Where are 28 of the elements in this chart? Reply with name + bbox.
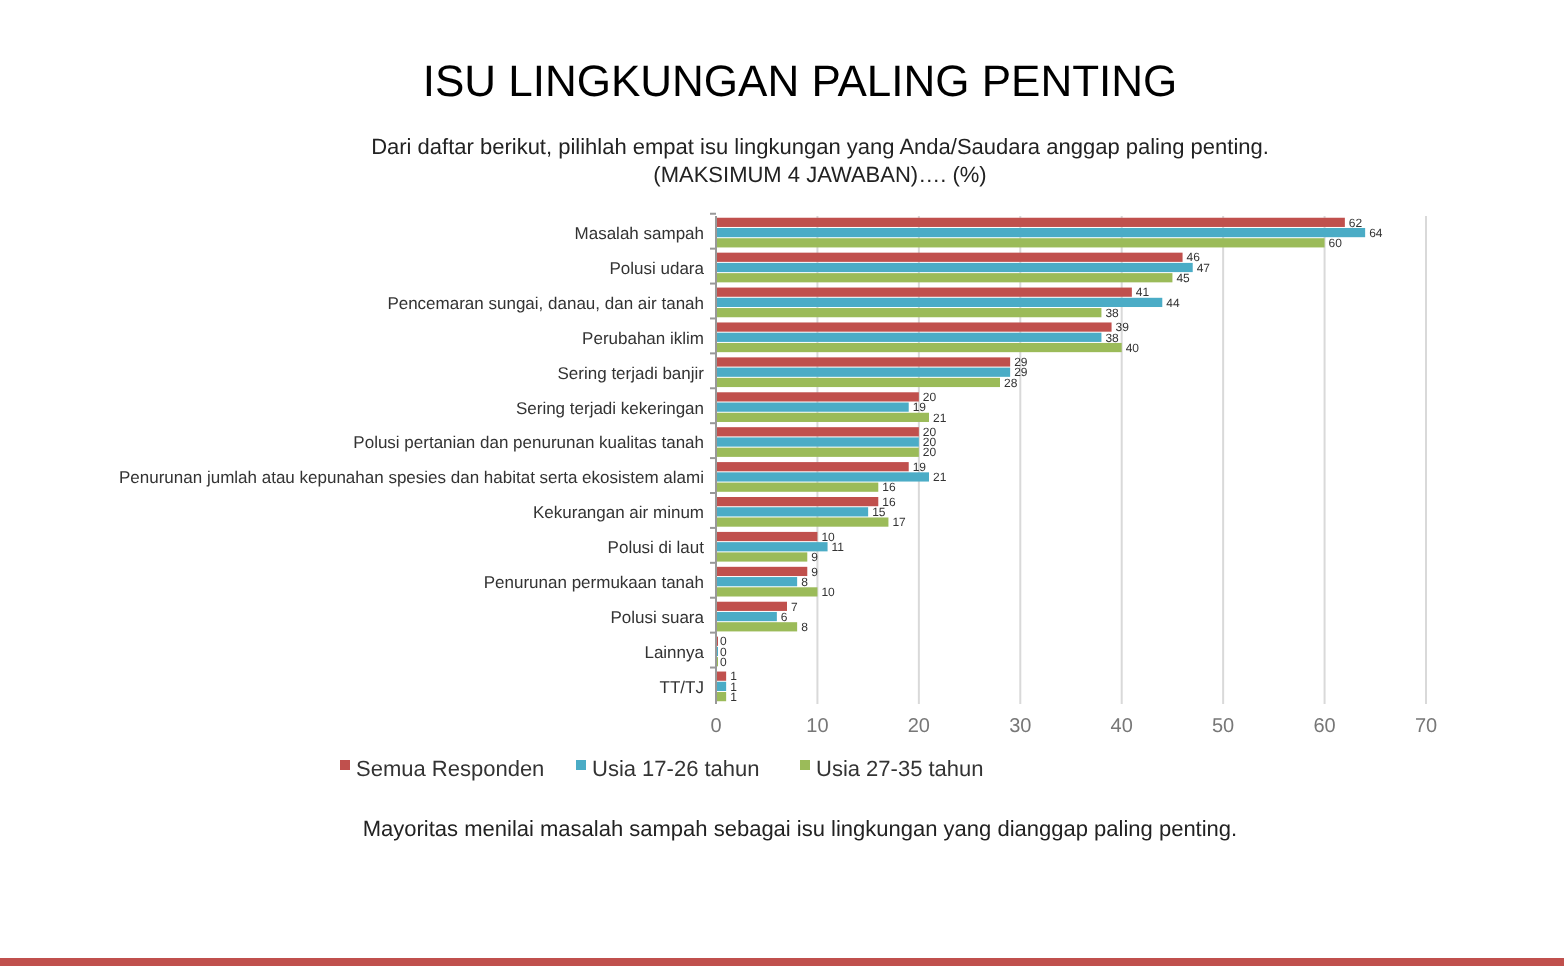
y-tick-label: Masalah sampah xyxy=(574,223,705,244)
x-tick-label: 10 xyxy=(806,716,830,738)
y-tick-label: Polusi suara xyxy=(610,607,705,628)
y-tick-label: Sering terjadi kekeringan xyxy=(515,397,705,418)
y-tick-label: TT/TJ xyxy=(659,676,704,697)
y-tick-label: Lainnya xyxy=(644,641,705,662)
legend-label: Semua Responden xyxy=(356,757,545,782)
y-tick-label: Perubahan iklim xyxy=(582,327,704,348)
legend-label: Usia 27-35 tahun xyxy=(816,757,984,782)
y-tick-label: Polusi di laut xyxy=(607,537,706,558)
y-tick-label: Polusi pertanian dan penurunan kualitas tanah xyxy=(353,432,705,453)
x-tick-label: 0 xyxy=(710,716,723,738)
text: Mayoritas menilai masalah sampah sebagai isu lingkungan yang dianggap paling penting. xyxy=(362,818,1238,842)
x-tick-label: 30 xyxy=(1009,716,1033,738)
chart-title: ISU LINGKUNGAN PALING PENTING xyxy=(422,56,1178,106)
y-tick-label: Penurunan permukaan tanah xyxy=(483,572,705,593)
legend-label: Usia 17-26 tahun xyxy=(592,757,760,782)
y-tick-label: Penurunan jumlah atau kepunahan spesies dan habitat serta ekosistem alami xyxy=(119,467,705,488)
y-tick-label: Kekurangan air minum xyxy=(532,502,704,523)
x-tick-label: 50 xyxy=(1212,716,1236,738)
y-tick-label: Pencemaran sungai, danau, dan air tanah xyxy=(387,292,705,313)
x-tick-label: 70 xyxy=(1414,716,1438,738)
x-tick-label: 40 xyxy=(1110,716,1134,738)
x-tick-label: 20 xyxy=(907,716,931,738)
y-tick-label: Polusi udara xyxy=(609,257,705,278)
y-tick-label: Sering terjadi banjir xyxy=(557,362,705,383)
x-tick-label: 60 xyxy=(1313,716,1337,738)
chart-subtitle: Dari daftar berikut, pilihlah empat isu lingkungan yang Anda/Saudara anggap paling penting. (MAKSIMUM 4 JAWABAN)…. (%) xyxy=(369,134,1271,190)
